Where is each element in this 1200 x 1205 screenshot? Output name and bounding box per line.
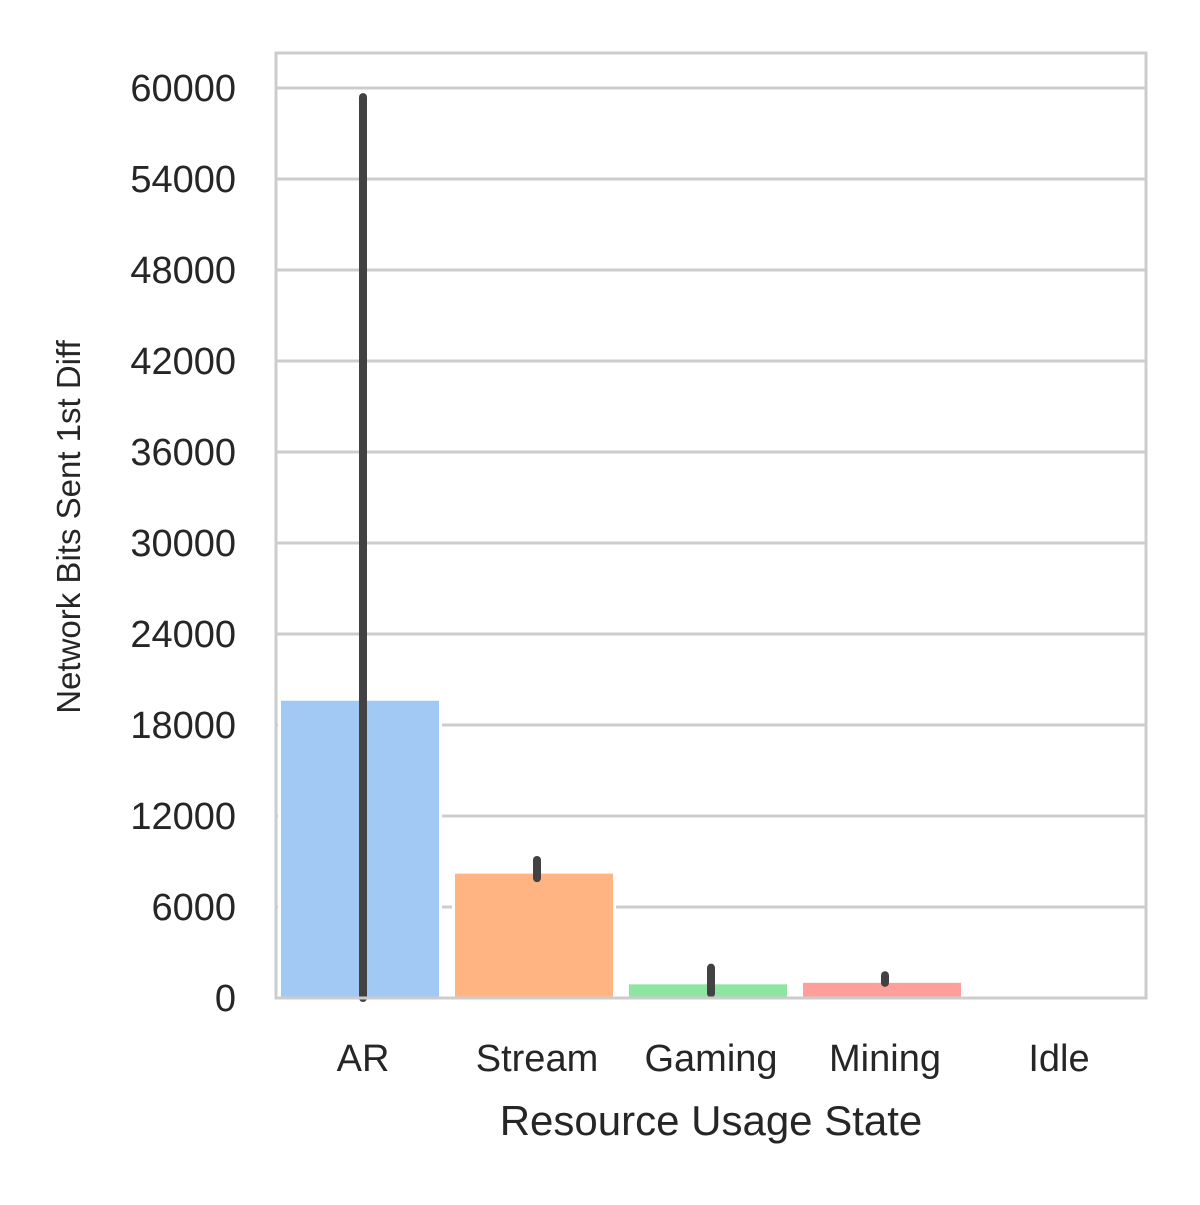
y-tick-label: 6000	[151, 887, 236, 929]
x-tick-label: Mining	[829, 1038, 941, 1080]
y-tick-labels: 0 6000 12000 18000 24000 30000 36000 42000 48000…	[130, 68, 236, 1020]
y-tick-label: 54000	[130, 159, 236, 201]
y-tick-label: 24000	[130, 614, 236, 656]
bar-stream	[451, 870, 617, 1000]
y-tick-label: 18000	[130, 705, 236, 747]
x-tick-label: Stream	[476, 1038, 598, 1080]
y-axis-title: Network Bits Sent 1st Diff	[50, 339, 87, 713]
x-tick-label: AR	[337, 1038, 390, 1080]
x-tick-label: Idle	[1028, 1038, 1089, 1080]
y-tick-label: 36000	[130, 432, 236, 474]
y-tick-label: 0	[215, 978, 236, 1020]
x-tick-label: Gaming	[644, 1038, 777, 1080]
x-tick-labels: AR Stream Gaming Mining Idle	[337, 1038, 1090, 1080]
y-tick-label: 30000	[130, 523, 236, 565]
x-axis-title: Resource Usage State	[500, 1097, 923, 1144]
y-tick-label: 48000	[130, 250, 236, 292]
y-tick-label: 60000	[130, 68, 236, 110]
plot-frame	[274, 51, 1148, 1000]
error-bars	[359, 93, 889, 1002]
y-tick-label: 42000	[130, 341, 236, 383]
y-tick-label: 12000	[130, 796, 236, 838]
